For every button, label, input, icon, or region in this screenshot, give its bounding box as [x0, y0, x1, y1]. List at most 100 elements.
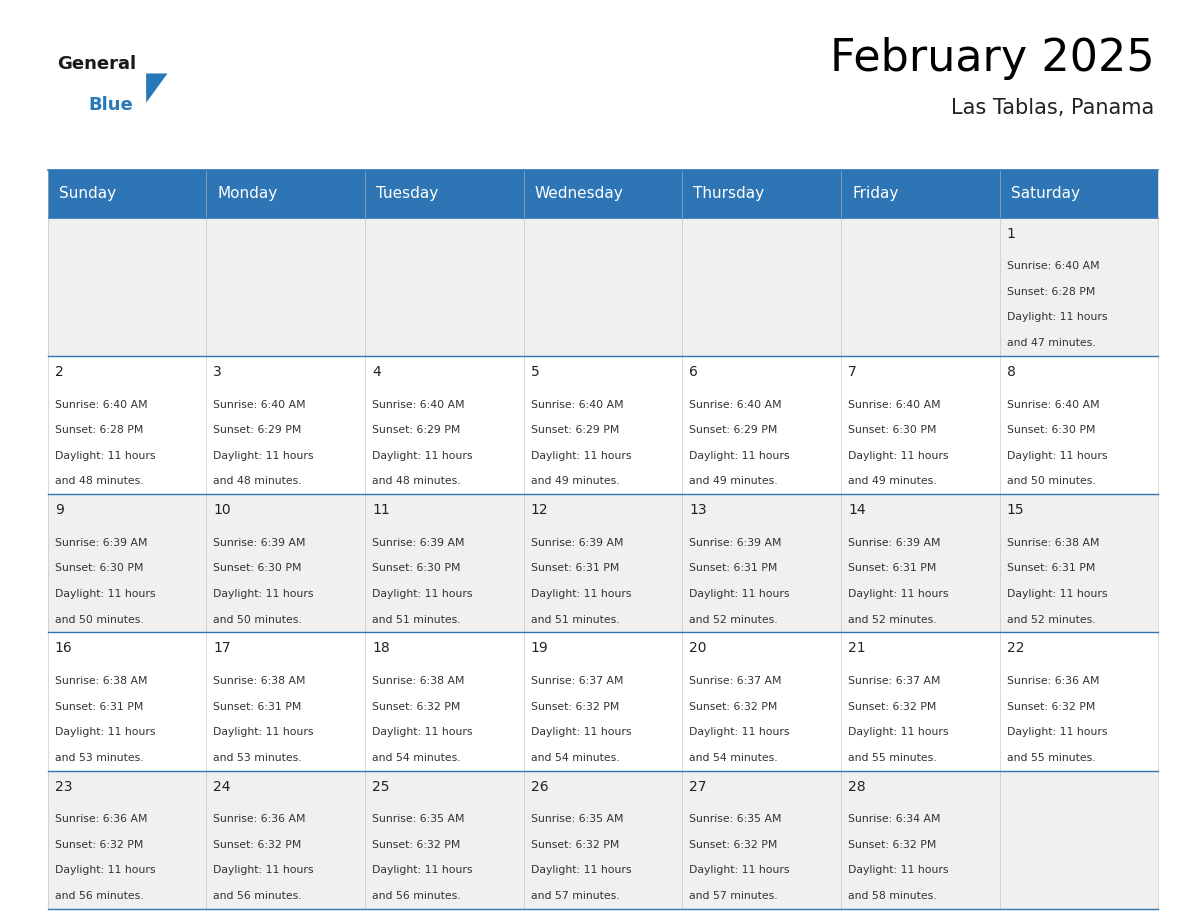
Text: Sunrise: 6:37 AM: Sunrise: 6:37 AM: [689, 676, 782, 686]
Text: 14: 14: [848, 503, 866, 517]
Text: 6: 6: [689, 365, 699, 379]
Bar: [48, 633, 207, 770]
Text: Sunset: 6:32 PM: Sunset: 6:32 PM: [848, 840, 936, 850]
Text: 19: 19: [531, 642, 549, 655]
Text: 21: 21: [848, 642, 866, 655]
Text: Daylight: 11 hours: Daylight: 11 hours: [372, 451, 473, 461]
Text: and 52 minutes.: and 52 minutes.: [1006, 614, 1095, 624]
Text: Sunrise: 6:37 AM: Sunrise: 6:37 AM: [531, 676, 624, 686]
Bar: [841, 633, 999, 770]
Bar: [682, 633, 841, 770]
Text: Daylight: 11 hours: Daylight: 11 hours: [214, 451, 314, 461]
Bar: [365, 633, 524, 770]
Text: and 57 minutes.: and 57 minutes.: [689, 891, 778, 901]
Text: and 54 minutes.: and 54 minutes.: [372, 753, 461, 763]
Text: Friday: Friday: [852, 186, 898, 201]
Text: Sunrise: 6:35 AM: Sunrise: 6:35 AM: [689, 814, 782, 824]
Text: Daylight: 11 hours: Daylight: 11 hours: [531, 866, 631, 876]
Text: Daylight: 11 hours: Daylight: 11 hours: [848, 589, 948, 599]
Bar: [207, 633, 365, 770]
Bar: [682, 218, 841, 356]
Text: Sunrise: 6:39 AM: Sunrise: 6:39 AM: [55, 538, 147, 548]
Text: Daylight: 11 hours: Daylight: 11 hours: [531, 727, 631, 737]
Text: and 58 minutes.: and 58 minutes.: [848, 891, 936, 901]
Text: 1: 1: [1006, 227, 1016, 241]
Bar: [841, 494, 999, 633]
Text: 15: 15: [1006, 503, 1024, 517]
Text: and 49 minutes.: and 49 minutes.: [848, 476, 936, 487]
Text: 13: 13: [689, 503, 707, 517]
Text: 2: 2: [55, 365, 63, 379]
Text: Sunrise: 6:39 AM: Sunrise: 6:39 AM: [531, 538, 624, 548]
Bar: [841, 770, 999, 909]
Text: Sunset: 6:32 PM: Sunset: 6:32 PM: [848, 701, 936, 711]
Text: Sunset: 6:30 PM: Sunset: 6:30 PM: [55, 564, 143, 574]
Text: Sunset: 6:32 PM: Sunset: 6:32 PM: [531, 840, 619, 850]
Bar: [365, 170, 524, 218]
Text: Sunrise: 6:39 AM: Sunrise: 6:39 AM: [689, 538, 782, 548]
Bar: [999, 770, 1158, 909]
Text: February 2025: February 2025: [830, 37, 1155, 80]
Text: Sunrise: 6:38 AM: Sunrise: 6:38 AM: [214, 676, 305, 686]
Text: Daylight: 11 hours: Daylight: 11 hours: [55, 727, 156, 737]
Text: Daylight: 11 hours: Daylight: 11 hours: [689, 866, 790, 876]
Text: 11: 11: [372, 503, 390, 517]
Text: General: General: [57, 55, 137, 73]
Text: Daylight: 11 hours: Daylight: 11 hours: [55, 866, 156, 876]
Bar: [207, 494, 365, 633]
Bar: [365, 770, 524, 909]
Text: Sunset: 6:31 PM: Sunset: 6:31 PM: [1006, 564, 1095, 574]
Text: Sunrise: 6:40 AM: Sunrise: 6:40 AM: [372, 399, 465, 409]
Text: Las Tablas, Panama: Las Tablas, Panama: [952, 98, 1155, 118]
Text: Sunrise: 6:38 AM: Sunrise: 6:38 AM: [1006, 538, 1099, 548]
Text: Sunset: 6:32 PM: Sunset: 6:32 PM: [214, 840, 302, 850]
Text: and 48 minutes.: and 48 minutes.: [372, 476, 461, 487]
Text: and 56 minutes.: and 56 minutes.: [55, 891, 144, 901]
Text: Thursday: Thursday: [694, 186, 765, 201]
Text: and 47 minutes.: and 47 minutes.: [1006, 338, 1095, 348]
Text: Daylight: 11 hours: Daylight: 11 hours: [214, 727, 314, 737]
Text: Daylight: 11 hours: Daylight: 11 hours: [689, 727, 790, 737]
Text: and 50 minutes.: and 50 minutes.: [1006, 476, 1095, 487]
Text: Sunset: 6:29 PM: Sunset: 6:29 PM: [372, 425, 461, 435]
Text: Sunset: 6:30 PM: Sunset: 6:30 PM: [372, 564, 461, 574]
Text: Daylight: 11 hours: Daylight: 11 hours: [214, 589, 314, 599]
Text: 9: 9: [55, 503, 63, 517]
Bar: [841, 170, 999, 218]
Text: and 54 minutes.: and 54 minutes.: [689, 753, 778, 763]
Text: Sunrise: 6:34 AM: Sunrise: 6:34 AM: [848, 814, 941, 824]
Text: Sunrise: 6:40 AM: Sunrise: 6:40 AM: [848, 399, 941, 409]
Bar: [365, 494, 524, 633]
Text: Sunset: 6:29 PM: Sunset: 6:29 PM: [689, 425, 778, 435]
Text: 24: 24: [214, 779, 230, 794]
Bar: [841, 218, 999, 356]
Text: Daylight: 11 hours: Daylight: 11 hours: [848, 866, 948, 876]
Text: 26: 26: [531, 779, 549, 794]
Text: and 55 minutes.: and 55 minutes.: [1006, 753, 1095, 763]
Text: Sunset: 6:31 PM: Sunset: 6:31 PM: [848, 564, 936, 574]
Text: Sunset: 6:32 PM: Sunset: 6:32 PM: [1006, 701, 1095, 711]
Bar: [48, 170, 207, 218]
Text: and 56 minutes.: and 56 minutes.: [372, 891, 461, 901]
Text: and 51 minutes.: and 51 minutes.: [531, 614, 619, 624]
Text: Daylight: 11 hours: Daylight: 11 hours: [1006, 727, 1107, 737]
Text: Daylight: 11 hours: Daylight: 11 hours: [55, 589, 156, 599]
Bar: [524, 170, 682, 218]
Text: and 49 minutes.: and 49 minutes.: [689, 476, 778, 487]
Text: Sunrise: 6:36 AM: Sunrise: 6:36 AM: [214, 814, 305, 824]
Text: 23: 23: [55, 779, 72, 794]
Bar: [999, 494, 1158, 633]
Text: Daylight: 11 hours: Daylight: 11 hours: [848, 451, 948, 461]
Text: 5: 5: [531, 365, 539, 379]
Text: and 57 minutes.: and 57 minutes.: [531, 891, 619, 901]
Bar: [48, 494, 207, 633]
Text: 17: 17: [214, 642, 230, 655]
Text: Sunrise: 6:40 AM: Sunrise: 6:40 AM: [689, 399, 782, 409]
Text: Sunrise: 6:36 AM: Sunrise: 6:36 AM: [1006, 676, 1099, 686]
Text: Sunset: 6:29 PM: Sunset: 6:29 PM: [531, 425, 619, 435]
Text: Sunrise: 6:35 AM: Sunrise: 6:35 AM: [531, 814, 624, 824]
Bar: [682, 356, 841, 494]
Text: Daylight: 11 hours: Daylight: 11 hours: [531, 589, 631, 599]
Text: 18: 18: [372, 642, 390, 655]
Text: 3: 3: [214, 365, 222, 379]
